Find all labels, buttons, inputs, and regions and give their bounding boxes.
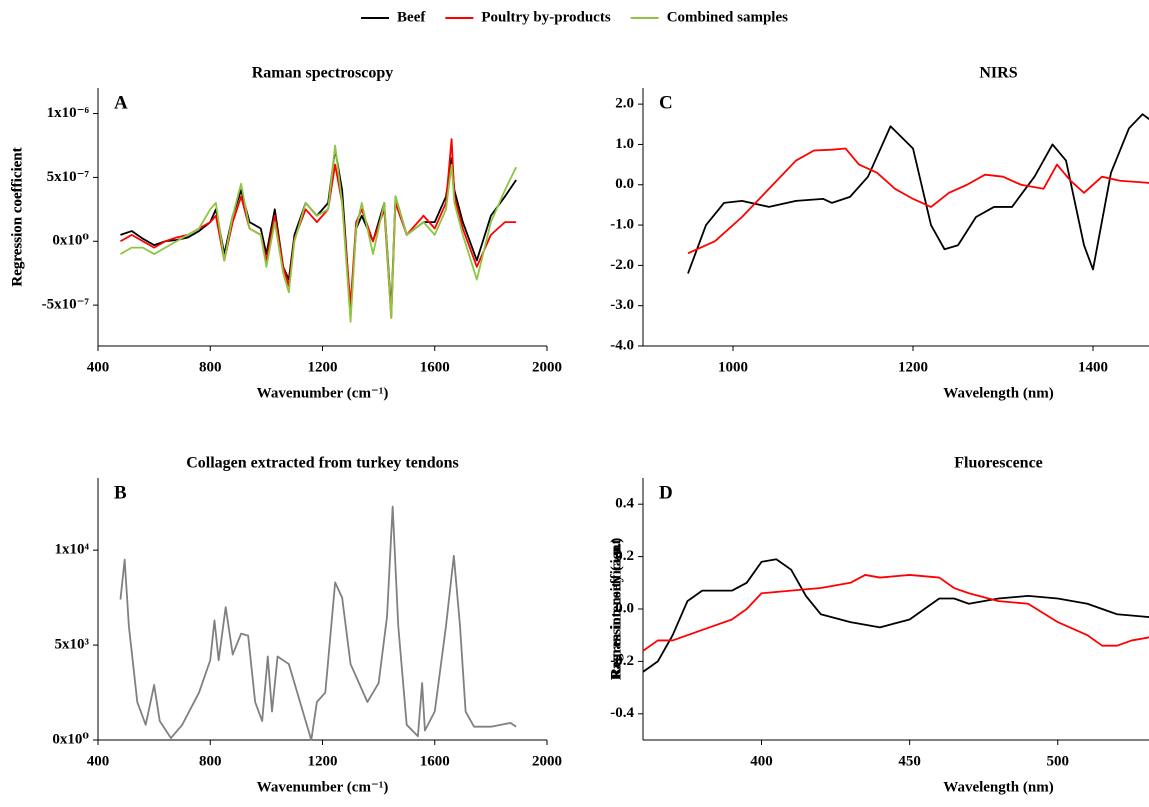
- x-tick-label: 500: [1047, 753, 1070, 769]
- legend-label: Combined samples: [667, 9, 788, 25]
- x-tick-label: 1200: [898, 359, 928, 375]
- series-line: [119, 505, 517, 741]
- y-tick-label: -0.2: [610, 653, 634, 669]
- y-tick-label: 0x10⁰: [52, 731, 89, 747]
- panel: Fluorescence D Wavelength (nm) Regression c…: [608, 455, 1149, 795]
- series-line: [687, 147, 1149, 255]
- x-axis-label: Wavenumber (cm⁻¹): [257, 779, 389, 795]
- x-tick-label: 400: [87, 359, 110, 375]
- chart-title: Raman spectroscopy: [252, 65, 393, 82]
- x-tick-label: 1600: [420, 359, 450, 375]
- x-tick-label: 450: [898, 753, 921, 769]
- y-tick-label: 0x10⁰: [52, 233, 89, 249]
- x-tick-label: 2000: [532, 753, 562, 769]
- panel-label: D: [659, 482, 673, 503]
- y-tick-label: -1.0: [610, 217, 634, 233]
- y-tick-label: -5x10⁻⁷: [42, 297, 90, 313]
- x-tick-label: 1200: [308, 753, 338, 769]
- x-tick-label: 1000: [718, 359, 748, 375]
- y-axis-label: Regression coefficient: [9, 147, 25, 286]
- chart-title: Collagen extracted from turkey tendons: [186, 455, 459, 472]
- series-line: [120, 138, 517, 319]
- chart-title: Fluorescence: [954, 455, 1043, 472]
- panel: Collagen extracted from turkey tendons B W…: [52, 455, 624, 796]
- series-line: [642, 558, 1149, 673]
- y-tick-label: 1x10⁴: [55, 542, 90, 558]
- panel-label: B: [114, 482, 127, 503]
- series-line: [120, 144, 517, 323]
- chart-title: NIRS: [979, 65, 1017, 82]
- y-tick-label: 0.0: [615, 176, 634, 192]
- series-line: [687, 113, 1149, 274]
- y-tick-label: -2.0: [610, 257, 634, 273]
- y-tick-label: 0.0: [615, 600, 634, 616]
- y-tick-label: 0.2: [615, 548, 634, 564]
- y-tick-label: 2.0: [615, 96, 634, 112]
- y-axis-label: Regression coefficient: [608, 539, 624, 678]
- series-line: [642, 574, 1149, 652]
- x-axis-label: Wavelength (nm): [943, 779, 1053, 795]
- x-tick-label: 800: [199, 753, 222, 769]
- x-tick-label: 400: [750, 753, 773, 769]
- panel: Raman spectroscopy A Wavenumber (cm⁻¹) Regr…: [9, 65, 562, 402]
- legend-label: Poultry by-products: [481, 9, 610, 25]
- x-axis-label: Wavelength (nm): [943, 385, 1053, 401]
- x-tick-label: 1200: [308, 359, 338, 375]
- x-tick-label: 1400: [1078, 359, 1108, 375]
- y-tick-label: 5x10³: [55, 637, 90, 653]
- y-tick-label: -0.4: [610, 705, 634, 721]
- x-tick-label: 2000: [532, 359, 562, 375]
- x-tick-label: 800: [199, 359, 222, 375]
- panel-label: A: [114, 92, 128, 113]
- y-tick-label: 1x10⁻⁶: [47, 105, 90, 121]
- panel-label: C: [659, 92, 673, 113]
- x-tick-label: 400: [87, 753, 110, 769]
- y-axis-label: Regression coefficient: [9, 147, 25, 286]
- panel: NIRS C Wavelength (nm) Regression coefficie…: [9, 65, 1149, 401]
- y-tick-label: -4.0: [610, 337, 634, 353]
- y-axis-label: Raman intensity (a.u.): [608, 538, 624, 681]
- x-axis-label: Wavenumber (cm⁻¹): [257, 385, 389, 401]
- x-tick-label: 1600: [420, 753, 450, 769]
- y-tick-label: 5x10⁻⁷: [47, 169, 90, 185]
- legend: Beef Poultry by-products Combined samples: [361, 9, 788, 25]
- y-tick-label: 1.0: [615, 136, 634, 152]
- series-line: [120, 148, 517, 313]
- y-tick-label: 0.4: [615, 496, 634, 512]
- legend-label: Beef: [397, 9, 426, 25]
- y-tick-label: -3.0: [610, 297, 634, 313]
